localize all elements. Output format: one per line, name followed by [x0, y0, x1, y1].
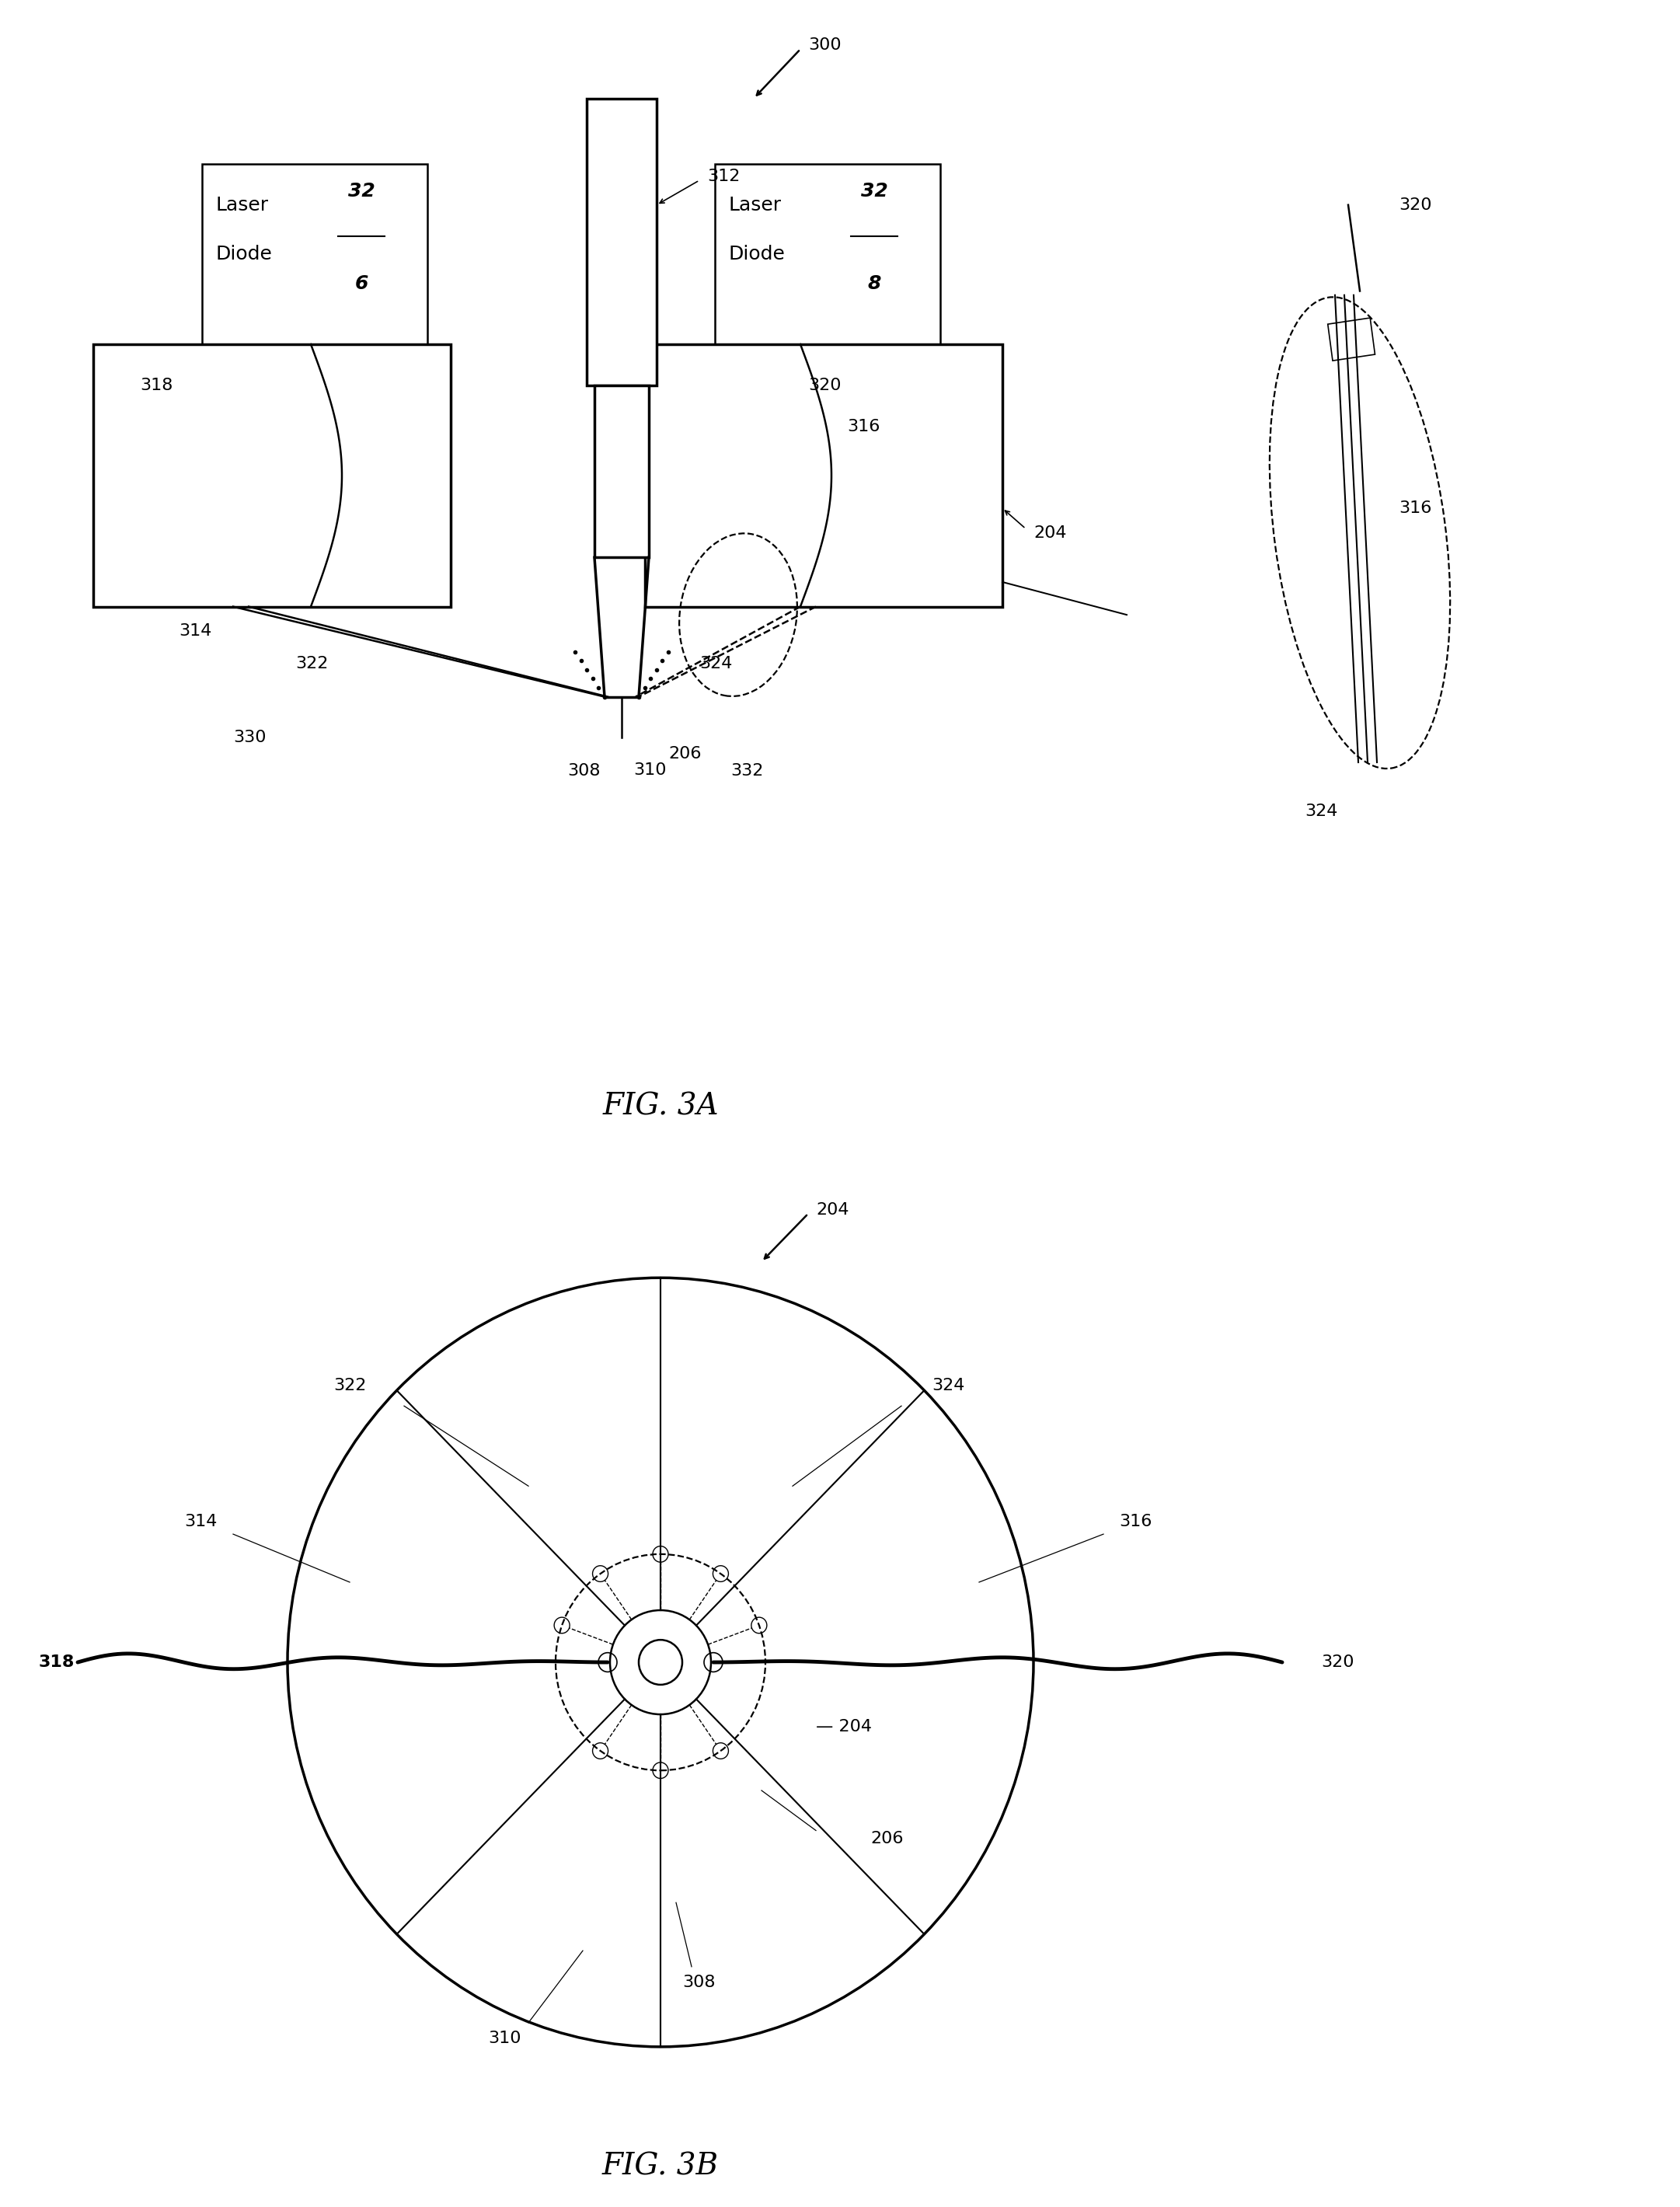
Text: Laser: Laser [217, 196, 269, 214]
Text: 310: 310 [633, 761, 667, 777]
Text: 32: 32 [348, 183, 375, 201]
Text: 308: 308 [568, 764, 600, 779]
Text: 206: 206 [669, 746, 701, 761]
Text: 322: 322 [333, 1377, 366, 1393]
Text: 324: 324 [931, 1377, 964, 1393]
Text: 310: 310 [489, 2030, 521, 2046]
Text: 324: 324 [699, 655, 732, 671]
Bar [645, 344, 1003, 607]
Circle shape [638, 1640, 682, 1684]
Text: 300: 300 [808, 38, 842, 53]
Bar [586, 99, 657, 386]
Text: 308: 308 [682, 1975, 716, 1991]
Text: — 204: — 204 [816, 1719, 872, 1735]
Text: Diode: Diode [217, 245, 272, 263]
Text: 206: 206 [870, 1832, 904, 1847]
Text: 318: 318 [39, 1655, 76, 1671]
Text: 312: 312 [707, 168, 741, 183]
Text: 320: 320 [808, 377, 842, 393]
Bar [595, 386, 648, 558]
Text: 324: 324 [1305, 803, 1337, 819]
Text: 32: 32 [860, 183, 887, 201]
Text: 320: 320 [1399, 196, 1431, 212]
Text: 318: 318 [139, 377, 173, 393]
Text: 316: 316 [1399, 501, 1431, 516]
Text: 316: 316 [1119, 1514, 1152, 1529]
Text: 330: 330 [234, 731, 265, 746]
Text: Diode: Diode [729, 245, 786, 263]
Text: 322: 322 [296, 655, 328, 671]
Text: 320: 320 [1320, 1655, 1354, 1671]
Text: 6: 6 [354, 274, 368, 294]
Bar [94, 344, 450, 607]
Text: 314: 314 [178, 622, 212, 640]
Text: Laser: Laser [729, 196, 781, 214]
Bar [716, 163, 941, 344]
Circle shape [610, 1611, 711, 1715]
Text: 332: 332 [731, 764, 763, 779]
Text: 204: 204 [1033, 525, 1067, 541]
Text: 314: 314 [185, 1514, 218, 1529]
Text: FIG. 3A: FIG. 3A [603, 1092, 719, 1121]
Text: FIG. 3B: FIG. 3B [601, 2152, 719, 2181]
Text: 204: 204 [816, 1203, 848, 1218]
Bar [1327, 318, 1374, 360]
Text: 316: 316 [847, 419, 880, 435]
Bar [202, 163, 427, 344]
Text: 8: 8 [867, 274, 880, 294]
